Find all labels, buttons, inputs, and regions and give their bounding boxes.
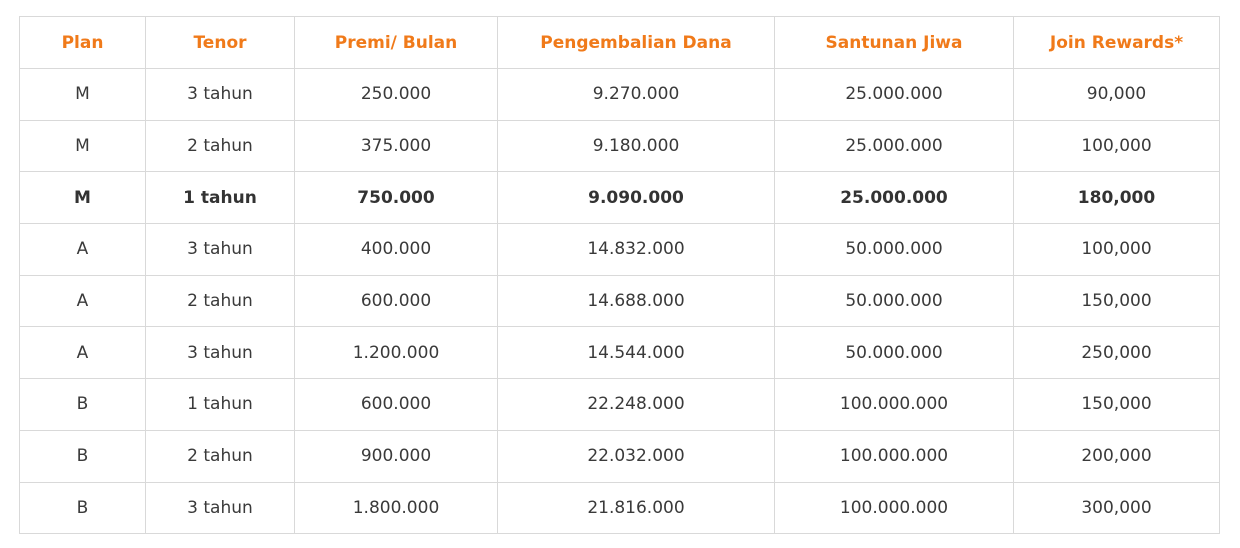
cell-premi: 1.800.000 [294, 481, 498, 535]
cell-tenor: 1 tahun [145, 378, 295, 431]
cell-plan: B [19, 429, 146, 483]
cell-pengembalian: 9.090.000 [497, 171, 775, 225]
cell-santunan: 100.000.000 [774, 481, 1014, 535]
cell-rewards: 100,000 [1013, 223, 1220, 276]
cell-tenor: 3 tahun [145, 481, 295, 535]
cell-rewards: 180,000 [1013, 171, 1220, 225]
cell-plan: M [19, 171, 146, 225]
header-premi-bulan: Premi/ Bulan [294, 16, 498, 69]
cell-tenor: 2 tahun [145, 274, 295, 328]
cell-plan: M [19, 68, 146, 121]
cell-rewards: 200,000 [1013, 429, 1220, 483]
cell-premi: 900.000 [294, 429, 498, 483]
cell-plan: B [19, 481, 146, 535]
cell-rewards: 150,000 [1013, 378, 1220, 431]
cell-tenor: 2 tahun [145, 429, 295, 483]
cell-pengembalian: 14.688.000 [497, 274, 775, 328]
table-row: A 2 tahun 600.000 14.688.000 50.000.000 … [19, 274, 1220, 328]
cell-premi: 400.000 [294, 223, 498, 276]
table-row: A 3 tahun 400.000 14.832.000 50.000.000 … [19, 223, 1220, 276]
cell-pengembalian: 21.816.000 [497, 481, 775, 535]
cell-santunan: 25.000.000 [774, 68, 1014, 121]
cell-premi: 1.200.000 [294, 326, 498, 380]
cell-plan: A [19, 326, 146, 380]
table-row: B 1 tahun 600.000 22.248.000 100.000.000… [19, 378, 1220, 431]
header-tenor: Tenor [145, 16, 295, 69]
plan-table-container: Plan Tenor Premi/ Bulan Pengembalian Dan… [19, 16, 1220, 535]
cell-santunan: 25.000.000 [774, 171, 1014, 225]
cell-premi: 600.000 [294, 378, 498, 431]
table-row: B 3 tahun 1.800.000 21.816.000 100.000.0… [19, 481, 1220, 535]
table-row: B 2 tahun 900.000 22.032.000 100.000.000… [19, 429, 1220, 483]
header-santunan-jiwa: Santunan Jiwa [774, 16, 1014, 69]
cell-premi: 750.000 [294, 171, 498, 225]
plan-table: Plan Tenor Premi/ Bulan Pengembalian Dan… [19, 16, 1220, 535]
cell-tenor: 3 tahun [145, 68, 295, 121]
cell-plan: A [19, 223, 146, 276]
cell-pengembalian: 9.270.000 [497, 68, 775, 121]
table-header-row: Plan Tenor Premi/ Bulan Pengembalian Dan… [19, 16, 1220, 69]
table-row: M 2 tahun 375.000 9.180.000 25.000.000 1… [19, 119, 1220, 173]
cell-pengembalian: 9.180.000 [497, 119, 775, 173]
cell-santunan: 100.000.000 [774, 378, 1014, 431]
cell-tenor: 2 tahun [145, 119, 295, 173]
cell-premi: 600.000 [294, 274, 498, 328]
cell-rewards: 300,000 [1013, 481, 1220, 535]
header-pengembalian-dana: Pengembalian Dana [497, 16, 775, 69]
cell-plan: A [19, 274, 146, 328]
cell-premi: 250.000 [294, 68, 498, 121]
cell-rewards: 250,000 [1013, 326, 1220, 380]
table-row-highlighted: M 1 tahun 750.000 9.090.000 25.000.000 1… [19, 171, 1220, 225]
header-plan: Plan [19, 16, 146, 69]
cell-tenor: 1 tahun [145, 171, 295, 225]
header-join-rewards: Join Rewards* [1013, 16, 1220, 69]
cell-santunan: 50.000.000 [774, 274, 1014, 328]
table-row: A 3 tahun 1.200.000 14.544.000 50.000.00… [19, 326, 1220, 380]
cell-tenor: 3 tahun [145, 326, 295, 380]
cell-pengembalian: 22.032.000 [497, 429, 775, 483]
cell-santunan: 100.000.000 [774, 429, 1014, 483]
cell-pengembalian: 22.248.000 [497, 378, 775, 431]
cell-rewards: 150,000 [1013, 274, 1220, 328]
cell-plan: M [19, 119, 146, 173]
cell-tenor: 3 tahun [145, 223, 295, 276]
cell-rewards: 90,000 [1013, 68, 1220, 121]
cell-santunan: 50.000.000 [774, 223, 1014, 276]
cell-pengembalian: 14.832.000 [497, 223, 775, 276]
cell-plan: B [19, 378, 146, 431]
cell-santunan: 50.000.000 [774, 326, 1014, 380]
cell-rewards: 100,000 [1013, 119, 1220, 173]
table-row: M 3 tahun 250.000 9.270.000 25.000.000 9… [19, 68, 1220, 121]
cell-pengembalian: 14.544.000 [497, 326, 775, 380]
cell-santunan: 25.000.000 [774, 119, 1014, 173]
cell-premi: 375.000 [294, 119, 498, 173]
